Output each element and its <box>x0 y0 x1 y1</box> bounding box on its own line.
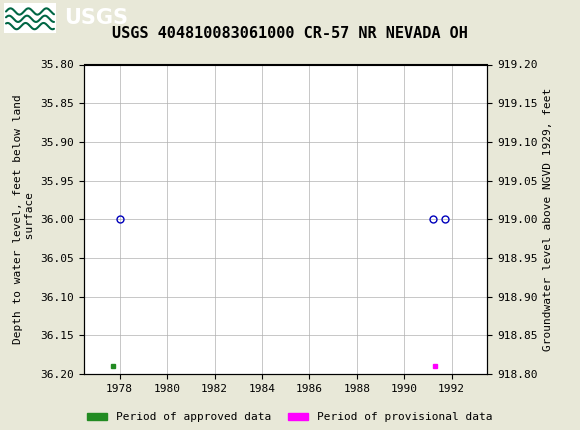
Text: USGS 404810083061000 CR-57 NR NEVADA OH: USGS 404810083061000 CR-57 NR NEVADA OH <box>112 26 468 41</box>
Legend: Period of approved data, Period of provisional data: Period of approved data, Period of provi… <box>88 412 492 422</box>
Y-axis label: Groundwater level above NGVD 1929, feet: Groundwater level above NGVD 1929, feet <box>543 88 553 351</box>
Y-axis label: Depth to water level, feet below land
 surface: Depth to water level, feet below land su… <box>13 95 35 344</box>
Text: USGS: USGS <box>64 8 128 28</box>
FancyBboxPatch shape <box>4 3 56 34</box>
